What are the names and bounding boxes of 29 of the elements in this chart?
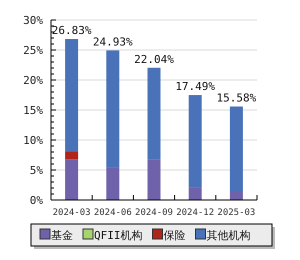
bar	[230, 106, 243, 191]
x-tick-label: 2024-03	[52, 208, 91, 218]
y-tick-label: 30%	[23, 14, 44, 27]
total-label: 15.58%	[216, 92, 257, 105]
bar	[148, 159, 160, 200]
y-tick-label: 0%	[30, 194, 44, 207]
bar	[188, 95, 202, 188]
y-tick-label: 20%	[23, 74, 44, 87]
total-label: 17.49%	[175, 80, 216, 94]
y-tick-label: 25%	[23, 44, 44, 57]
x-tick-label: 2024-09	[135, 208, 173, 218]
y-tick-label: 15%	[23, 104, 44, 117]
total-label: 24.93%	[92, 35, 134, 48]
bar	[106, 168, 120, 200]
bar	[148, 68, 160, 160]
x-tick-label: 2024-06	[94, 208, 132, 218]
legend-label: 其他机构	[206, 229, 250, 242]
legend-label: QFII机构	[94, 229, 142, 242]
x-tick-label: 2025-03	[217, 208, 256, 218]
y-tick-label: 10%	[23, 134, 44, 147]
y-tick-label: 5%	[30, 164, 44, 177]
total-label: 26.83%	[52, 24, 92, 38]
legend-label: 保险	[164, 229, 186, 242]
bar	[106, 50, 120, 168]
bar	[188, 187, 202, 200]
bar	[230, 191, 243, 200]
total-label: 22.04%	[134, 52, 174, 66]
legend-label: 基金	[51, 229, 73, 242]
x-tick-label: 2024-12	[176, 208, 214, 218]
